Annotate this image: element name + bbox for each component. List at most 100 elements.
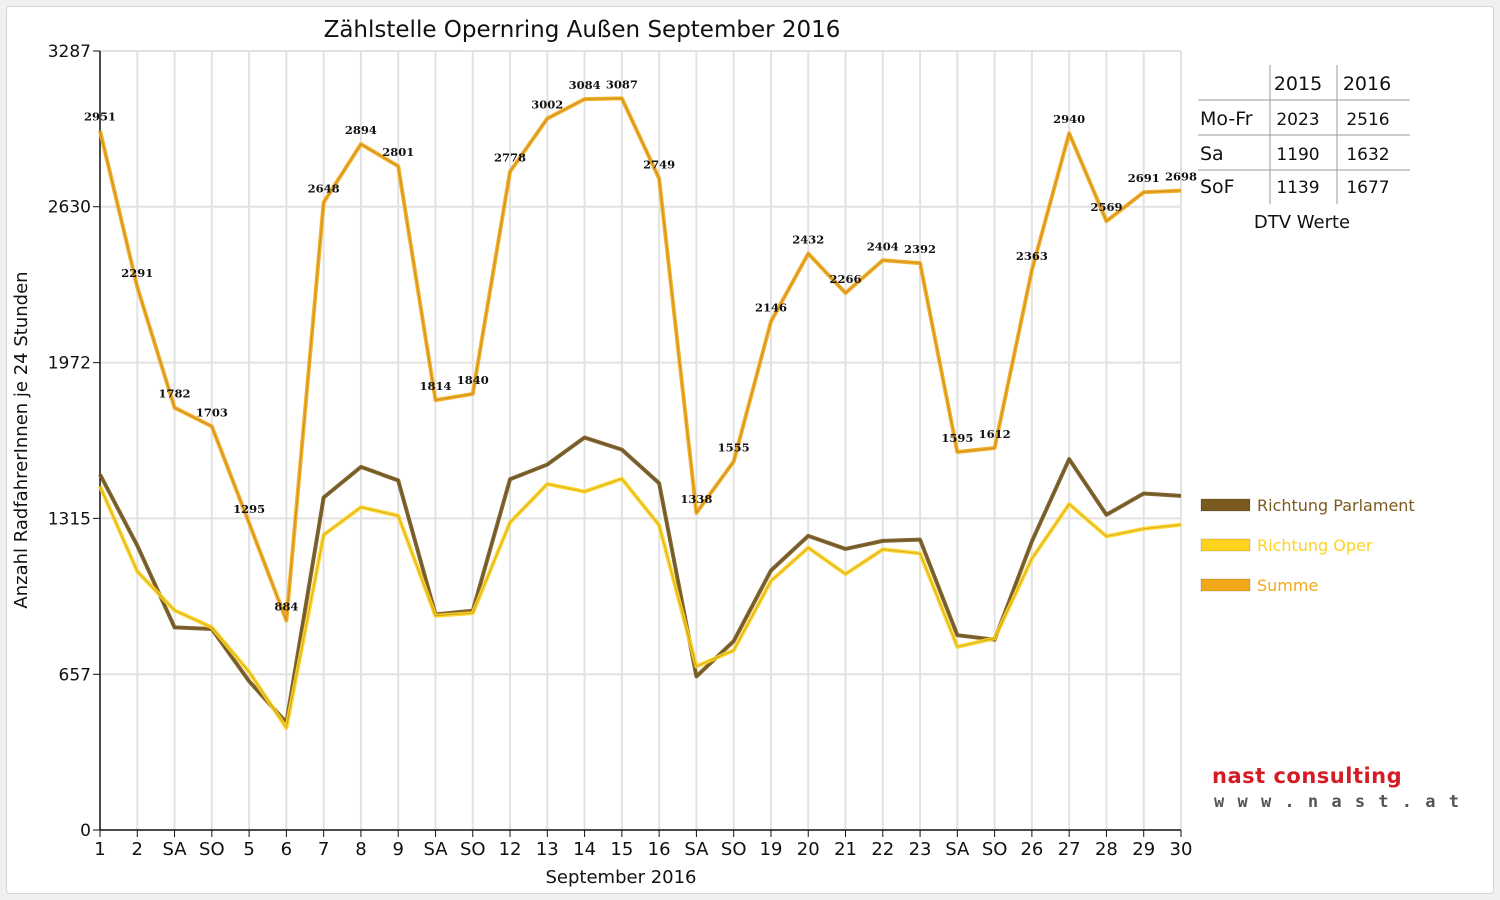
- x-tick-label: 22: [871, 839, 894, 860]
- series-line: [98, 96, 1182, 623]
- dtv-cell: 1677: [1346, 178, 1389, 198]
- y-tick-label: 657: [59, 665, 91, 685]
- y-tick-label: 0: [80, 821, 91, 841]
- x-tick-label: 2: [132, 839, 143, 860]
- dtv-caption: DTV Werte: [1254, 212, 1350, 233]
- data-label: 2432: [792, 233, 824, 247]
- data-label: 1814: [419, 379, 451, 393]
- x-tick-label: SO: [982, 839, 1008, 860]
- dtv-row-label: Mo-Fr: [1200, 108, 1253, 130]
- dtv-cell: 1139: [1276, 178, 1319, 198]
- data-label: 3002: [531, 98, 563, 112]
- data-label: 2392: [904, 242, 936, 256]
- x-tick-label: 23: [909, 839, 932, 860]
- x-tick-label: 13: [536, 839, 559, 860]
- data-label: 3084: [569, 78, 601, 92]
- data-label: 2749: [643, 158, 675, 172]
- x-tick-label: 12: [499, 839, 522, 860]
- dtv-row-label: Sa: [1200, 143, 1224, 165]
- data-label: 2266: [830, 272, 862, 286]
- x-tick-label: 20: [797, 839, 820, 860]
- data-label: 1338: [680, 492, 712, 506]
- data-label: 2951: [84, 110, 116, 124]
- data-label: 2778: [494, 151, 526, 165]
- x-tick-label: 27: [1058, 839, 1081, 860]
- x-tick-label: 7: [318, 839, 329, 860]
- data-label: 1612: [979, 427, 1011, 441]
- x-tick-label: 26: [1020, 839, 1043, 860]
- x-tick-label: 30: [1170, 839, 1193, 860]
- x-tick-label: 8: [355, 839, 366, 860]
- y-tick-label: 2630: [48, 198, 91, 218]
- x-tick-label: SA: [423, 839, 448, 860]
- data-label: 2291: [121, 266, 153, 280]
- x-tick-label: 15: [610, 839, 633, 860]
- dtv-cell: 1632: [1346, 145, 1389, 165]
- dtv-cell: 2023: [1276, 110, 1319, 130]
- legend-label: Richtung Parlament: [1257, 496, 1415, 515]
- x-tick-label: 29: [1132, 839, 1155, 860]
- series-line: [98, 435, 1182, 725]
- x-tick-label: 19: [760, 839, 783, 860]
- legend-label: Richtung Oper: [1257, 536, 1373, 555]
- data-label: 2698: [1165, 170, 1197, 184]
- data-label: 1595: [941, 431, 973, 445]
- y-tick-label: 3287: [48, 42, 91, 62]
- data-label: 3087: [606, 77, 638, 91]
- data-label: 2940: [1053, 112, 1085, 126]
- data-label: 2801: [382, 145, 414, 159]
- data-label: 1840: [457, 373, 489, 387]
- x-tick-label: 28: [1095, 839, 1118, 860]
- company-logo: nast consulting w w w . n a s t . a t: [1200, 750, 1459, 825]
- dtv-header-2016: 2016: [1343, 73, 1391, 95]
- data-label: 2569: [1090, 200, 1122, 214]
- data-label: 1782: [159, 387, 191, 401]
- dtv-header-2015: 2015: [1274, 73, 1322, 95]
- x-tick-label: SA: [684, 839, 709, 860]
- data-label: 2404: [867, 239, 899, 253]
- legend-swatch: [1200, 538, 1251, 552]
- data-label: 1703: [196, 405, 228, 419]
- x-tick-label: 5: [243, 839, 254, 860]
- x-tick-label: SA: [945, 839, 970, 860]
- chart-title: Zählstelle Opernring Außen September 201…: [324, 17, 841, 43]
- y-tick-label: 1972: [48, 354, 91, 374]
- x-tick-label: SA: [163, 839, 188, 860]
- x-tick-label: SO: [199, 839, 225, 860]
- data-label: 884: [274, 599, 298, 613]
- x-tick-label: SO: [460, 839, 486, 860]
- dtv-cell: 1190: [1276, 145, 1319, 165]
- data-label: 1295: [233, 502, 265, 516]
- x-tick-label: 14: [573, 839, 596, 860]
- gridlines: [100, 50, 1182, 830]
- dtv-cell: 2516: [1346, 110, 1389, 130]
- y-axis-title: Anzahl RadfahrerInnen je 24 Stunden: [11, 271, 32, 608]
- series-line-edge: [99, 97, 1182, 621]
- logo-name: nast consulting: [1212, 764, 1403, 788]
- y-tick-label: 1315: [48, 509, 91, 529]
- dtv-row-label: SoF: [1200, 176, 1235, 198]
- x-tick-label: 6: [281, 839, 292, 860]
- logo-url: w w w . n a s t . a t: [1214, 792, 1461, 812]
- data-label: 2363: [1016, 249, 1048, 263]
- x-tick-label: 21: [834, 839, 857, 860]
- data-label: 2691: [1128, 171, 1160, 185]
- series-line-edge: [99, 478, 1182, 729]
- data-label: 2146: [755, 300, 787, 314]
- data-label: 1555: [718, 440, 750, 454]
- x-tick-label: 16: [648, 839, 671, 860]
- x-tick-label: 9: [392, 839, 403, 860]
- data-label: 2648: [308, 181, 340, 195]
- dtv-table: 2015 2016 Mo-Fr 2023 2516 Sa 1190 1632 S…: [1198, 65, 1410, 233]
- legend-label: Summe: [1257, 576, 1318, 595]
- x-axis-title: September 2016: [545, 867, 696, 888]
- legend-swatch: [1200, 498, 1251, 512]
- x-tick-label: SO: [721, 839, 747, 860]
- data-label: 2894: [345, 123, 377, 137]
- chart-frame: [6, 6, 1494, 894]
- legend-swatch: [1200, 578, 1251, 592]
- legend: Richtung Parlament Richtung Oper Summe: [1200, 496, 1415, 595]
- series-lines: [98, 96, 1182, 730]
